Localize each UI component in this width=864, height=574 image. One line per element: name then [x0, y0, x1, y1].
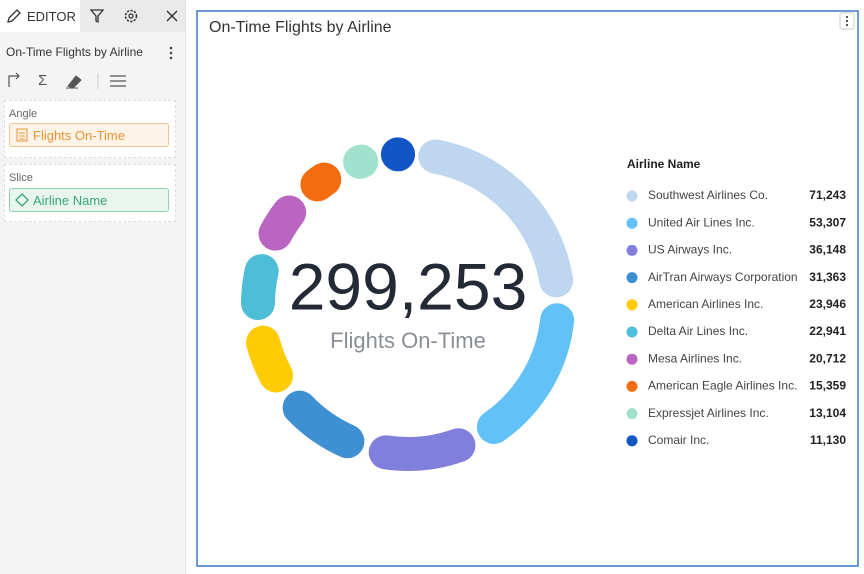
- donut-segment: [368, 428, 476, 471]
- legend-label: AirTran Airways Corporation: [648, 270, 798, 284]
- field-icon: [15, 193, 29, 207]
- legend-marker: [626, 217, 638, 229]
- legend-label: Southwest Airlines Co.: [648, 188, 768, 202]
- legend-marker: [626, 190, 638, 202]
- section-label: Slice: [9, 172, 33, 184]
- legend-value: 23,946: [809, 297, 846, 311]
- settings-tab[interactable]: [123, 8, 139, 24]
- editor-panel: EDITOR On-Time Flights by Airline Σ Angl…: [0, 0, 186, 574]
- legend-label: Delta Air Lines Inc.: [648, 324, 748, 338]
- field-label: Airline Name: [33, 193, 108, 208]
- legend-value: 20,712: [809, 351, 846, 365]
- legend-value: 15,359: [809, 379, 846, 393]
- format-icon[interactable]: [110, 75, 126, 87]
- legend-marker: [626, 299, 638, 311]
- legend-marker: [626, 244, 638, 256]
- editor-tab[interactable]: EDITOR: [0, 0, 80, 32]
- legend-label: Mesa Airlines Inc.: [648, 351, 742, 365]
- center-value: 299,253: [289, 249, 528, 323]
- legend-label: United Air Lines Inc.: [648, 215, 755, 229]
- center-caption: Flights On-Time: [330, 328, 486, 353]
- legend-marker: [626, 435, 638, 447]
- donut-segment: [282, 390, 365, 459]
- close-button[interactable]: [165, 9, 179, 23]
- legend-value: 31,363: [809, 270, 846, 284]
- legend-marker: [626, 380, 638, 392]
- legend-label: Expressjet Airlines Inc.: [648, 406, 769, 420]
- legend-value: 13,104: [809, 406, 846, 420]
- pencil-icon: [7, 9, 21, 23]
- eraser-icon[interactable]: [66, 75, 82, 89]
- legend-marker: [626, 353, 638, 365]
- donut-segment: [300, 162, 342, 202]
- legend-marker: [626, 408, 638, 420]
- donut-segment: [418, 139, 574, 298]
- legend-label: US Airways Inc.: [648, 243, 732, 257]
- legend-label: American Airlines Inc.: [648, 297, 763, 311]
- filter-tab[interactable]: [89, 8, 105, 24]
- donut-segment: [241, 254, 279, 321]
- donut-segment: [246, 325, 294, 393]
- legend-value: 11,130: [810, 433, 846, 447]
- sigma-icon[interactable]: Σ: [38, 72, 47, 89]
- donut-segment: [258, 195, 307, 251]
- tab-label: EDITOR: [27, 9, 76, 24]
- legend-title: Airline Name: [627, 157, 701, 171]
- legend-marker: [626, 272, 638, 284]
- legend-marker: [626, 326, 638, 338]
- donut-segment: [476, 303, 575, 444]
- legend-value: 22,941: [809, 324, 846, 338]
- section-label: Angle: [9, 108, 38, 120]
- visual-title: On-Time Flights by Airline: [6, 45, 143, 59]
- more-menu[interactable]: [166, 45, 176, 61]
- chart-title: On-Time Flights by Airline: [209, 19, 392, 36]
- slice-field[interactable]: Airline Name: [9, 188, 169, 212]
- legend-label: American Eagle Airlines Inc.: [648, 379, 797, 393]
- toolbar: Σ: [8, 72, 126, 89]
- field-icon: [16, 128, 28, 142]
- field-label: Flights On-Time: [33, 128, 125, 143]
- legend-value: 36,148: [809, 243, 846, 257]
- axis-icon[interactable]: [8, 72, 20, 87]
- chart-frame: [196, 10, 859, 567]
- chart-menu[interactable]: [839, 12, 855, 30]
- legend-label: Comair Inc.: [648, 433, 709, 447]
- legend-value: 71,243: [809, 188, 846, 202]
- angle-field[interactable]: Flights On-Time: [9, 123, 169, 147]
- legend-value: 53,307: [809, 215, 846, 229]
